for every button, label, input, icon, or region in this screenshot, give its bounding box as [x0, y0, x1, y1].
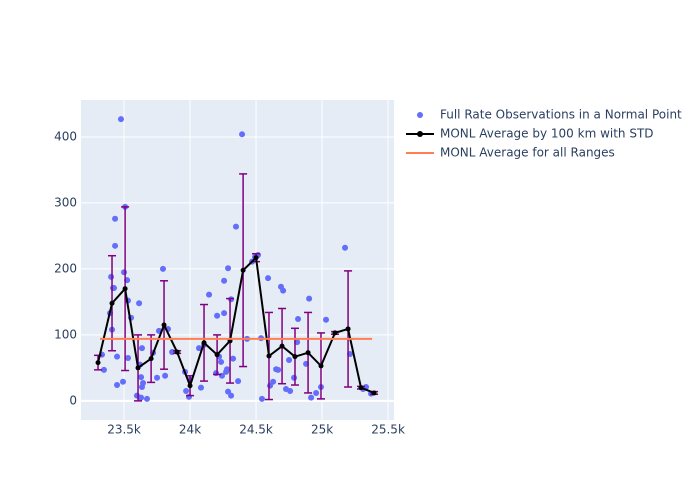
legend-label: MONL Average for all Ranges: [440, 146, 615, 160]
point: [280, 287, 287, 294]
point: [313, 389, 320, 396]
point: [232, 223, 239, 230]
point: [214, 352, 220, 358]
point: [332, 330, 338, 336]
point: [308, 394, 315, 401]
point: [358, 385, 364, 391]
x-tick-label: 24.5k: [239, 423, 273, 437]
legend-label: MONL Average by 100 km with STD: [440, 127, 654, 141]
point: [235, 378, 242, 385]
point: [183, 387, 190, 394]
y-tick-label: 300: [54, 195, 77, 209]
point: [114, 382, 121, 389]
x-tick-label: 24k: [179, 423, 201, 437]
point: [265, 275, 272, 282]
point: [162, 372, 169, 379]
point: [318, 363, 324, 369]
x-tick-label: 25.5k: [371, 423, 405, 437]
point: [148, 356, 154, 362]
point: [279, 343, 285, 349]
point: [270, 378, 277, 385]
point: [214, 312, 221, 319]
point: [342, 244, 349, 251]
point: [135, 365, 141, 371]
y-tick-label: 400: [54, 129, 77, 143]
point: [108, 273, 115, 280]
point: [136, 300, 143, 307]
point: [345, 326, 351, 332]
point: [239, 131, 246, 138]
point: [185, 393, 192, 400]
point: [159, 265, 166, 272]
point: [154, 374, 161, 381]
point: [295, 316, 302, 323]
point: [121, 269, 128, 276]
point: [100, 366, 107, 373]
point: [122, 286, 128, 292]
point: [140, 380, 147, 387]
point: [221, 310, 228, 317]
legend-symbol: [417, 112, 423, 118]
point: [197, 384, 204, 391]
point: [112, 215, 119, 222]
point: [95, 360, 101, 366]
point: [286, 356, 293, 363]
point: [306, 295, 313, 302]
point: [169, 349, 176, 356]
point: [240, 267, 246, 273]
point: [161, 322, 167, 328]
point: [287, 387, 294, 394]
plot-area: [81, 100, 394, 420]
point: [258, 395, 265, 402]
y-tick-label: 100: [54, 327, 77, 341]
point: [206, 291, 213, 298]
legend-label: Full Rate Observations in a Normal Point: [440, 108, 682, 122]
point: [114, 353, 121, 360]
x-tick-label: 25k: [311, 423, 333, 437]
point: [253, 255, 259, 261]
point: [138, 345, 145, 352]
point: [213, 370, 220, 377]
point: [230, 355, 237, 362]
point: [201, 340, 207, 346]
point: [187, 383, 193, 389]
point: [109, 300, 115, 306]
point: [305, 350, 311, 356]
point: [144, 395, 151, 402]
y-tick-label: 0: [69, 393, 77, 407]
point: [292, 354, 298, 360]
point: [221, 277, 228, 284]
point: [323, 316, 330, 323]
point: [371, 390, 377, 396]
point: [225, 265, 232, 272]
point: [112, 242, 119, 249]
point: [228, 392, 235, 399]
point: [138, 374, 145, 381]
point: [266, 353, 272, 359]
point: [224, 366, 231, 373]
legend-symbol: [417, 131, 423, 137]
point: [196, 345, 203, 352]
point: [218, 358, 225, 365]
point: [138, 394, 145, 401]
point: [117, 116, 124, 123]
point: [174, 349, 180, 355]
point: [119, 378, 126, 385]
point: [291, 374, 298, 381]
point: [275, 366, 282, 373]
point: [124, 354, 131, 361]
x-tick-label: 23.5k: [107, 423, 141, 437]
line: [97, 255, 375, 394]
y-tick-label: 200: [54, 261, 77, 275]
